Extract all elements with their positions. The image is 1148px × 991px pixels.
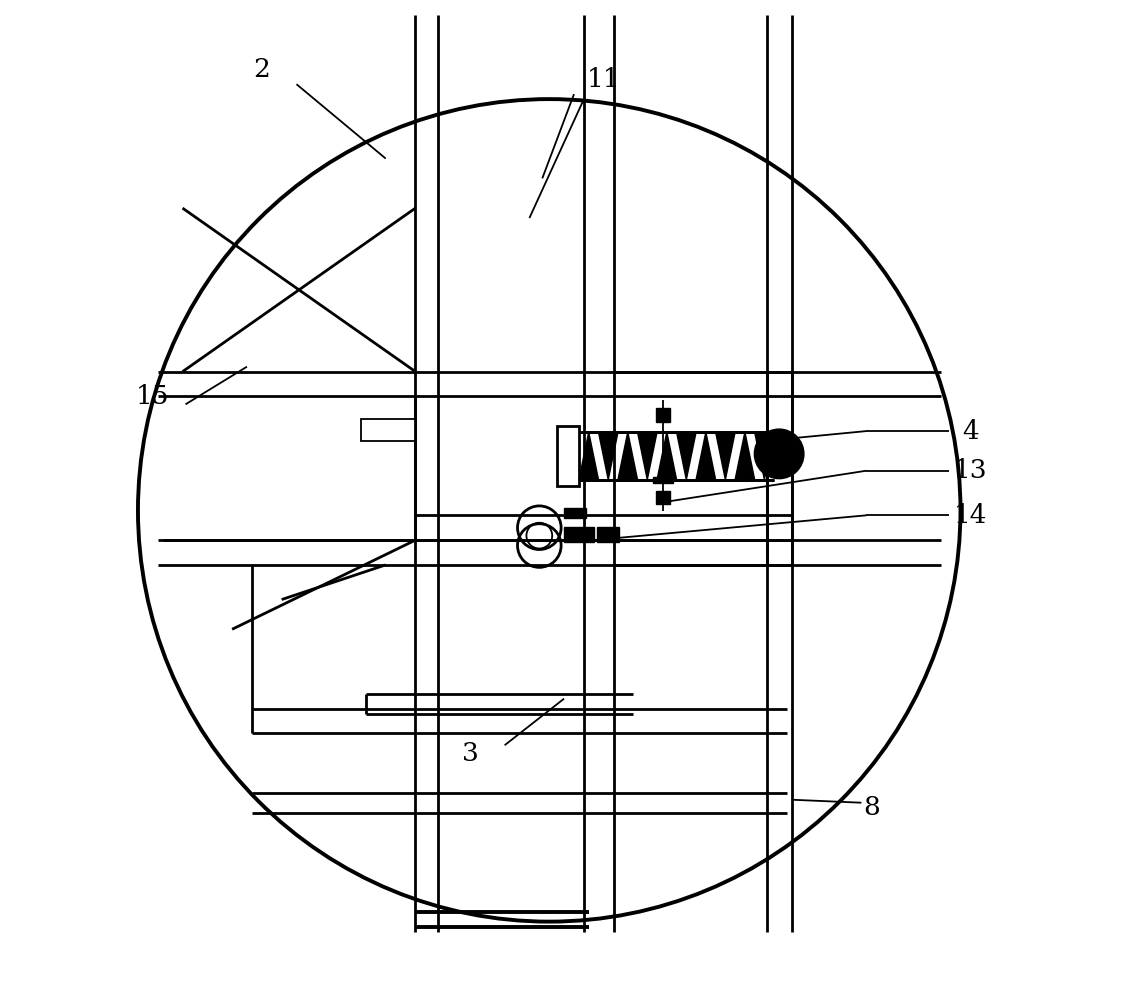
Polygon shape (715, 432, 735, 480)
Polygon shape (735, 432, 754, 480)
Bar (597, 527, 619, 542)
Text: 3: 3 (461, 740, 479, 766)
Text: 11: 11 (587, 66, 620, 92)
Text: 8: 8 (863, 795, 879, 821)
Text: 4: 4 (962, 418, 979, 444)
Text: 13: 13 (954, 458, 987, 484)
Bar (657, 491, 670, 504)
Polygon shape (696, 432, 715, 480)
Text: 14: 14 (954, 502, 987, 528)
Polygon shape (676, 432, 696, 480)
Text: 15: 15 (137, 384, 170, 409)
Polygon shape (598, 432, 618, 480)
Bar (657, 408, 670, 422)
Bar (564, 527, 594, 542)
Circle shape (754, 429, 804, 479)
Polygon shape (618, 432, 637, 480)
Polygon shape (637, 432, 657, 480)
Bar (564, 508, 585, 518)
Bar (360, 419, 416, 441)
Polygon shape (657, 432, 676, 480)
Bar (557, 426, 579, 486)
Bar (653, 477, 673, 483)
Text: 2: 2 (254, 56, 270, 82)
Polygon shape (579, 432, 598, 480)
Polygon shape (754, 432, 774, 480)
